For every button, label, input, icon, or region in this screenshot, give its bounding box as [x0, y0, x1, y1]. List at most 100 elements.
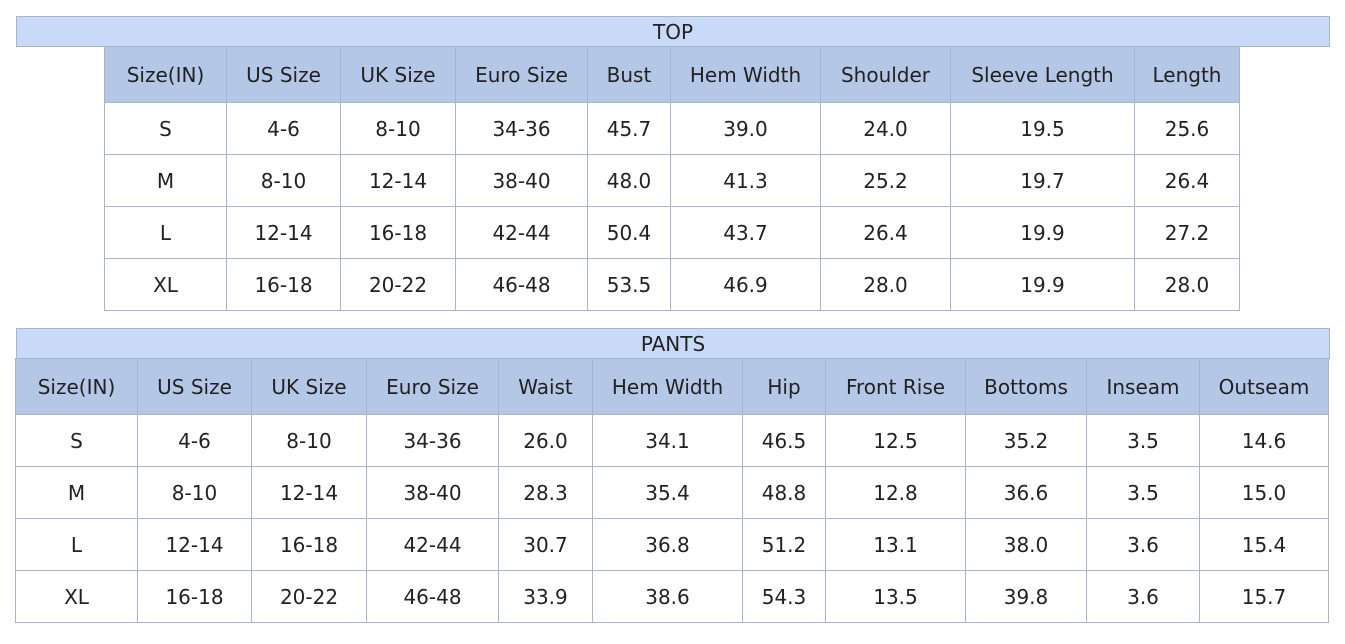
column-header: US Size [226, 46, 341, 103]
table-cell: L [15, 518, 138, 571]
table-cell: 51.2 [742, 518, 826, 571]
table-cell: 12.5 [825, 414, 966, 467]
table-cell: 3.5 [1086, 466, 1200, 519]
table-cell: 4-6 [137, 414, 252, 467]
column-header: Inseam [1086, 358, 1200, 415]
table-cell: 38-40 [455, 154, 588, 207]
table-cell: 12-14 [226, 206, 341, 259]
column-header: Hip [742, 358, 826, 415]
table-cell: 33.9 [498, 570, 593, 623]
table-cell: 46.5 [742, 414, 826, 467]
table-cell: 30.7 [498, 518, 593, 571]
table-cell: 19.9 [950, 258, 1135, 311]
table-cell: 3.6 [1086, 518, 1200, 571]
table-cell: 50.4 [587, 206, 671, 259]
table-cell: 25.6 [1134, 102, 1240, 155]
column-header: US Size [137, 358, 252, 415]
column-header: Size(IN) [15, 358, 138, 415]
table-cell: 36.8 [592, 518, 743, 571]
table-cell: 34-36 [366, 414, 499, 467]
table-cell: 12.8 [825, 466, 966, 519]
table-cell: 41.3 [670, 154, 821, 207]
table-cell: 26.4 [820, 206, 951, 259]
table-cell: 48.8 [742, 466, 826, 519]
table-cell: 4-6 [226, 102, 341, 155]
table-cell: 8-10 [137, 466, 252, 519]
table-cell: 19.9 [950, 206, 1135, 259]
table-cell: S [15, 414, 138, 467]
table-cell: 8-10 [251, 414, 367, 467]
table-cell: 34-36 [455, 102, 588, 155]
table-cell: 8-10 [226, 154, 341, 207]
table-cell: 46.9 [670, 258, 821, 311]
table-cell: 27.2 [1134, 206, 1240, 259]
table-cell: 38.0 [965, 518, 1087, 571]
column-header: Shoulder [820, 46, 951, 103]
column-header: Euro Size [455, 46, 588, 103]
table-cell: 3.6 [1086, 570, 1200, 623]
table-cell: 16-18 [137, 570, 252, 623]
table-cell: 13.5 [825, 570, 966, 623]
column-header: Size(IN) [104, 46, 227, 103]
table-cell: 25.2 [820, 154, 951, 207]
table-cell: 12-14 [137, 518, 252, 571]
table-cell: S [104, 102, 227, 155]
column-header: Euro Size [366, 358, 499, 415]
table-cell: 36.6 [965, 466, 1087, 519]
table-cell: 26.0 [498, 414, 593, 467]
column-header: Bottoms [965, 358, 1087, 415]
table-cell: 34.1 [592, 414, 743, 467]
table-cell: 28.0 [1134, 258, 1240, 311]
table-cell: 3.5 [1086, 414, 1200, 467]
table-cell: 15.4 [1199, 518, 1329, 571]
table-cell: 8-10 [340, 102, 456, 155]
table-cell: 16-18 [340, 206, 456, 259]
table-cell: 39.0 [670, 102, 821, 155]
table-cell: 19.7 [950, 154, 1135, 207]
table-cell: 16-18 [251, 518, 367, 571]
table-cell: 15.0 [1199, 466, 1329, 519]
table-cell: 53.5 [587, 258, 671, 311]
table-cell: 46-48 [455, 258, 588, 311]
table-cell: 16-18 [226, 258, 341, 311]
table-cell: 28.0 [820, 258, 951, 311]
table-cell: 42-44 [455, 206, 588, 259]
table-cell: 12-14 [251, 466, 367, 519]
table-cell: 12-14 [340, 154, 456, 207]
table-cell: 45.7 [587, 102, 671, 155]
table-cell: 48.0 [587, 154, 671, 207]
table-cell: 13.1 [825, 518, 966, 571]
table-cell: M [104, 154, 227, 207]
column-header: Hem Width [592, 358, 743, 415]
table-cell: 35.2 [965, 414, 1087, 467]
table-cell: 26.4 [1134, 154, 1240, 207]
section-title: PANTS [16, 328, 1330, 359]
table-cell: 20-22 [251, 570, 367, 623]
table-cell: 38-40 [366, 466, 499, 519]
table-cell: 42-44 [366, 518, 499, 571]
table-cell: 46-48 [366, 570, 499, 623]
table-cell: 28.3 [498, 466, 593, 519]
table-cell: 15.7 [1199, 570, 1329, 623]
column-header: Waist [498, 358, 593, 415]
section-title: TOP [16, 16, 1330, 47]
column-header: Sleeve Length [950, 46, 1135, 103]
table-cell: XL [15, 570, 138, 623]
column-header: UK Size [251, 358, 367, 415]
table-cell: 43.7 [670, 206, 821, 259]
table-cell: 24.0 [820, 102, 951, 155]
table-cell: 54.3 [742, 570, 826, 623]
column-header: Outseam [1199, 358, 1329, 415]
table-cell: L [104, 206, 227, 259]
table-cell: 19.5 [950, 102, 1135, 155]
table-cell: 35.4 [592, 466, 743, 519]
column-header: Length [1134, 46, 1240, 103]
table-cell: XL [104, 258, 227, 311]
table-cell: M [15, 466, 138, 519]
column-header: Front Rise [825, 358, 966, 415]
table-cell: 39.8 [965, 570, 1087, 623]
table-cell: 14.6 [1199, 414, 1329, 467]
table-cell: 20-22 [340, 258, 456, 311]
table-cell: 38.6 [592, 570, 743, 623]
